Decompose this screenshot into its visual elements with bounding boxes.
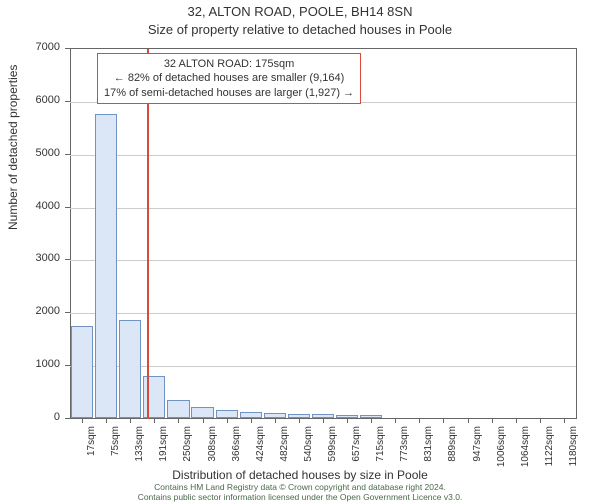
xtick-mark [130, 418, 131, 423]
histogram-bar [71, 326, 93, 419]
xtick-label: 715sqm [375, 426, 386, 470]
histogram-bar [167, 400, 189, 419]
ytick-label: 3000 [10, 252, 60, 264]
plot-area: 32 ALTON ROAD: 175sqm← 82% of detached h… [70, 48, 577, 419]
annotation-line2: ← 82% of detached houses are smaller (9,… [104, 71, 354, 85]
xtick-label: 17sqm [86, 426, 97, 470]
xtick-label: 133sqm [134, 426, 145, 470]
xtick-mark [468, 418, 469, 423]
xtick-label: 424sqm [255, 426, 266, 470]
histogram-bar [216, 410, 238, 418]
xtick-mark [203, 418, 204, 423]
ytick-label: 1000 [10, 358, 60, 370]
xtick-label: 191sqm [158, 426, 169, 470]
xtick-label: 889sqm [447, 426, 458, 470]
ytick-label: 0 [10, 411, 60, 423]
xtick-mark [516, 418, 517, 423]
xtick-mark [492, 418, 493, 423]
ytick-label: 5000 [10, 147, 60, 159]
xtick-mark [395, 418, 396, 423]
ytick-label: 7000 [10, 41, 60, 53]
footer-line2: Contains public sector information licen… [0, 493, 600, 503]
xtick-label: 657sqm [351, 426, 362, 470]
xtick-mark [299, 418, 300, 423]
ytick-label: 6000 [10, 94, 60, 106]
annotation-line1: 32 ALTON ROAD: 175sqm [104, 57, 354, 71]
xtick-label: 1006sqm [496, 426, 507, 470]
xtick-label: 540sqm [303, 426, 314, 470]
xtick-label: 75sqm [110, 426, 121, 470]
xtick-mark [154, 418, 155, 423]
page-title-address: 32, ALTON ROAD, POOLE, BH14 8SN [0, 4, 600, 19]
xtick-mark [106, 418, 107, 423]
annotation-line3: 17% of semi-detached houses are larger (… [104, 86, 354, 100]
xtick-mark [323, 418, 324, 423]
x-axis-label: Distribution of detached houses by size … [0, 468, 600, 482]
xtick-mark [540, 418, 541, 423]
xtick-label: 1180sqm [568, 426, 579, 470]
page-title-desc: Size of property relative to detached ho… [0, 22, 600, 37]
chart-container: 32, ALTON ROAD, POOLE, BH14 8SN Size of … [0, 0, 600, 500]
xtick-label: 773sqm [399, 426, 410, 470]
xtick-mark [82, 418, 83, 423]
xtick-label: 366sqm [231, 426, 242, 470]
reference-line [147, 49, 149, 419]
xtick-label: 482sqm [279, 426, 290, 470]
xtick-label: 1122sqm [544, 426, 555, 470]
xtick-mark [251, 418, 252, 423]
histogram-bar [191, 407, 213, 418]
xtick-label: 599sqm [327, 426, 338, 470]
xtick-mark [275, 418, 276, 423]
xtick-label: 1064sqm [520, 426, 531, 470]
xtick-label: 947sqm [472, 426, 483, 470]
xtick-mark [443, 418, 444, 423]
xtick-label: 308sqm [207, 426, 218, 470]
xtick-mark [564, 418, 565, 423]
ytick-label: 2000 [10, 305, 60, 317]
xtick-mark [419, 418, 420, 423]
xtick-label: 250sqm [182, 426, 193, 470]
ytick-label: 4000 [10, 200, 60, 212]
xtick-label: 831sqm [423, 426, 434, 470]
xtick-mark [178, 418, 179, 423]
histogram-bar [119, 320, 141, 418]
xtick-mark [371, 418, 372, 423]
histogram-bar [95, 114, 117, 418]
xtick-mark [227, 418, 228, 423]
annotation-box: 32 ALTON ROAD: 175sqm← 82% of detached h… [97, 53, 361, 104]
xtick-mark [347, 418, 348, 423]
